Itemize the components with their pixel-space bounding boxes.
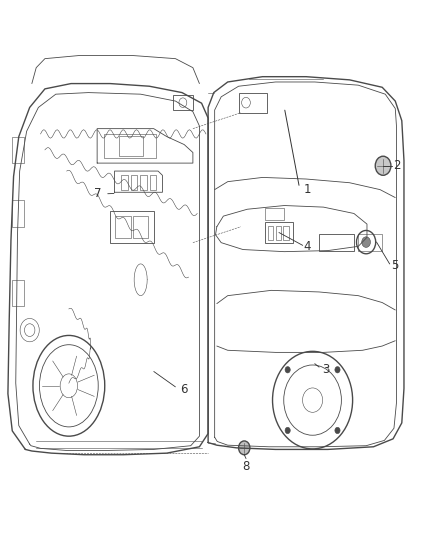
Circle shape (375, 156, 391, 175)
Bar (133, 216, 148, 238)
Bar (131, 175, 137, 190)
Bar (110, 211, 154, 243)
Text: 2: 2 (393, 159, 401, 172)
Circle shape (335, 427, 340, 434)
Bar (12, 136, 25, 163)
Circle shape (362, 237, 371, 247)
Bar (121, 175, 127, 190)
Bar (283, 226, 289, 240)
Bar (239, 93, 267, 113)
Bar (268, 226, 273, 240)
Text: 7: 7 (94, 188, 102, 200)
Bar (265, 222, 293, 243)
Bar (140, 175, 147, 190)
Circle shape (285, 367, 290, 373)
Bar (276, 226, 281, 240)
Circle shape (335, 367, 340, 373)
Circle shape (285, 427, 290, 434)
Bar (12, 200, 25, 227)
Text: 3: 3 (322, 364, 330, 376)
Bar (319, 233, 354, 251)
Text: 1: 1 (304, 183, 311, 196)
Bar (104, 134, 156, 158)
Text: 5: 5 (391, 259, 398, 272)
Text: 4: 4 (304, 240, 311, 253)
Circle shape (239, 441, 250, 455)
Bar (150, 175, 156, 190)
Text: 8: 8 (242, 460, 250, 473)
Bar (265, 208, 284, 220)
Bar (173, 95, 193, 110)
Text: 6: 6 (180, 383, 187, 396)
Bar (119, 136, 143, 156)
Bar (358, 233, 382, 251)
Bar (12, 280, 25, 306)
Bar (116, 216, 131, 238)
